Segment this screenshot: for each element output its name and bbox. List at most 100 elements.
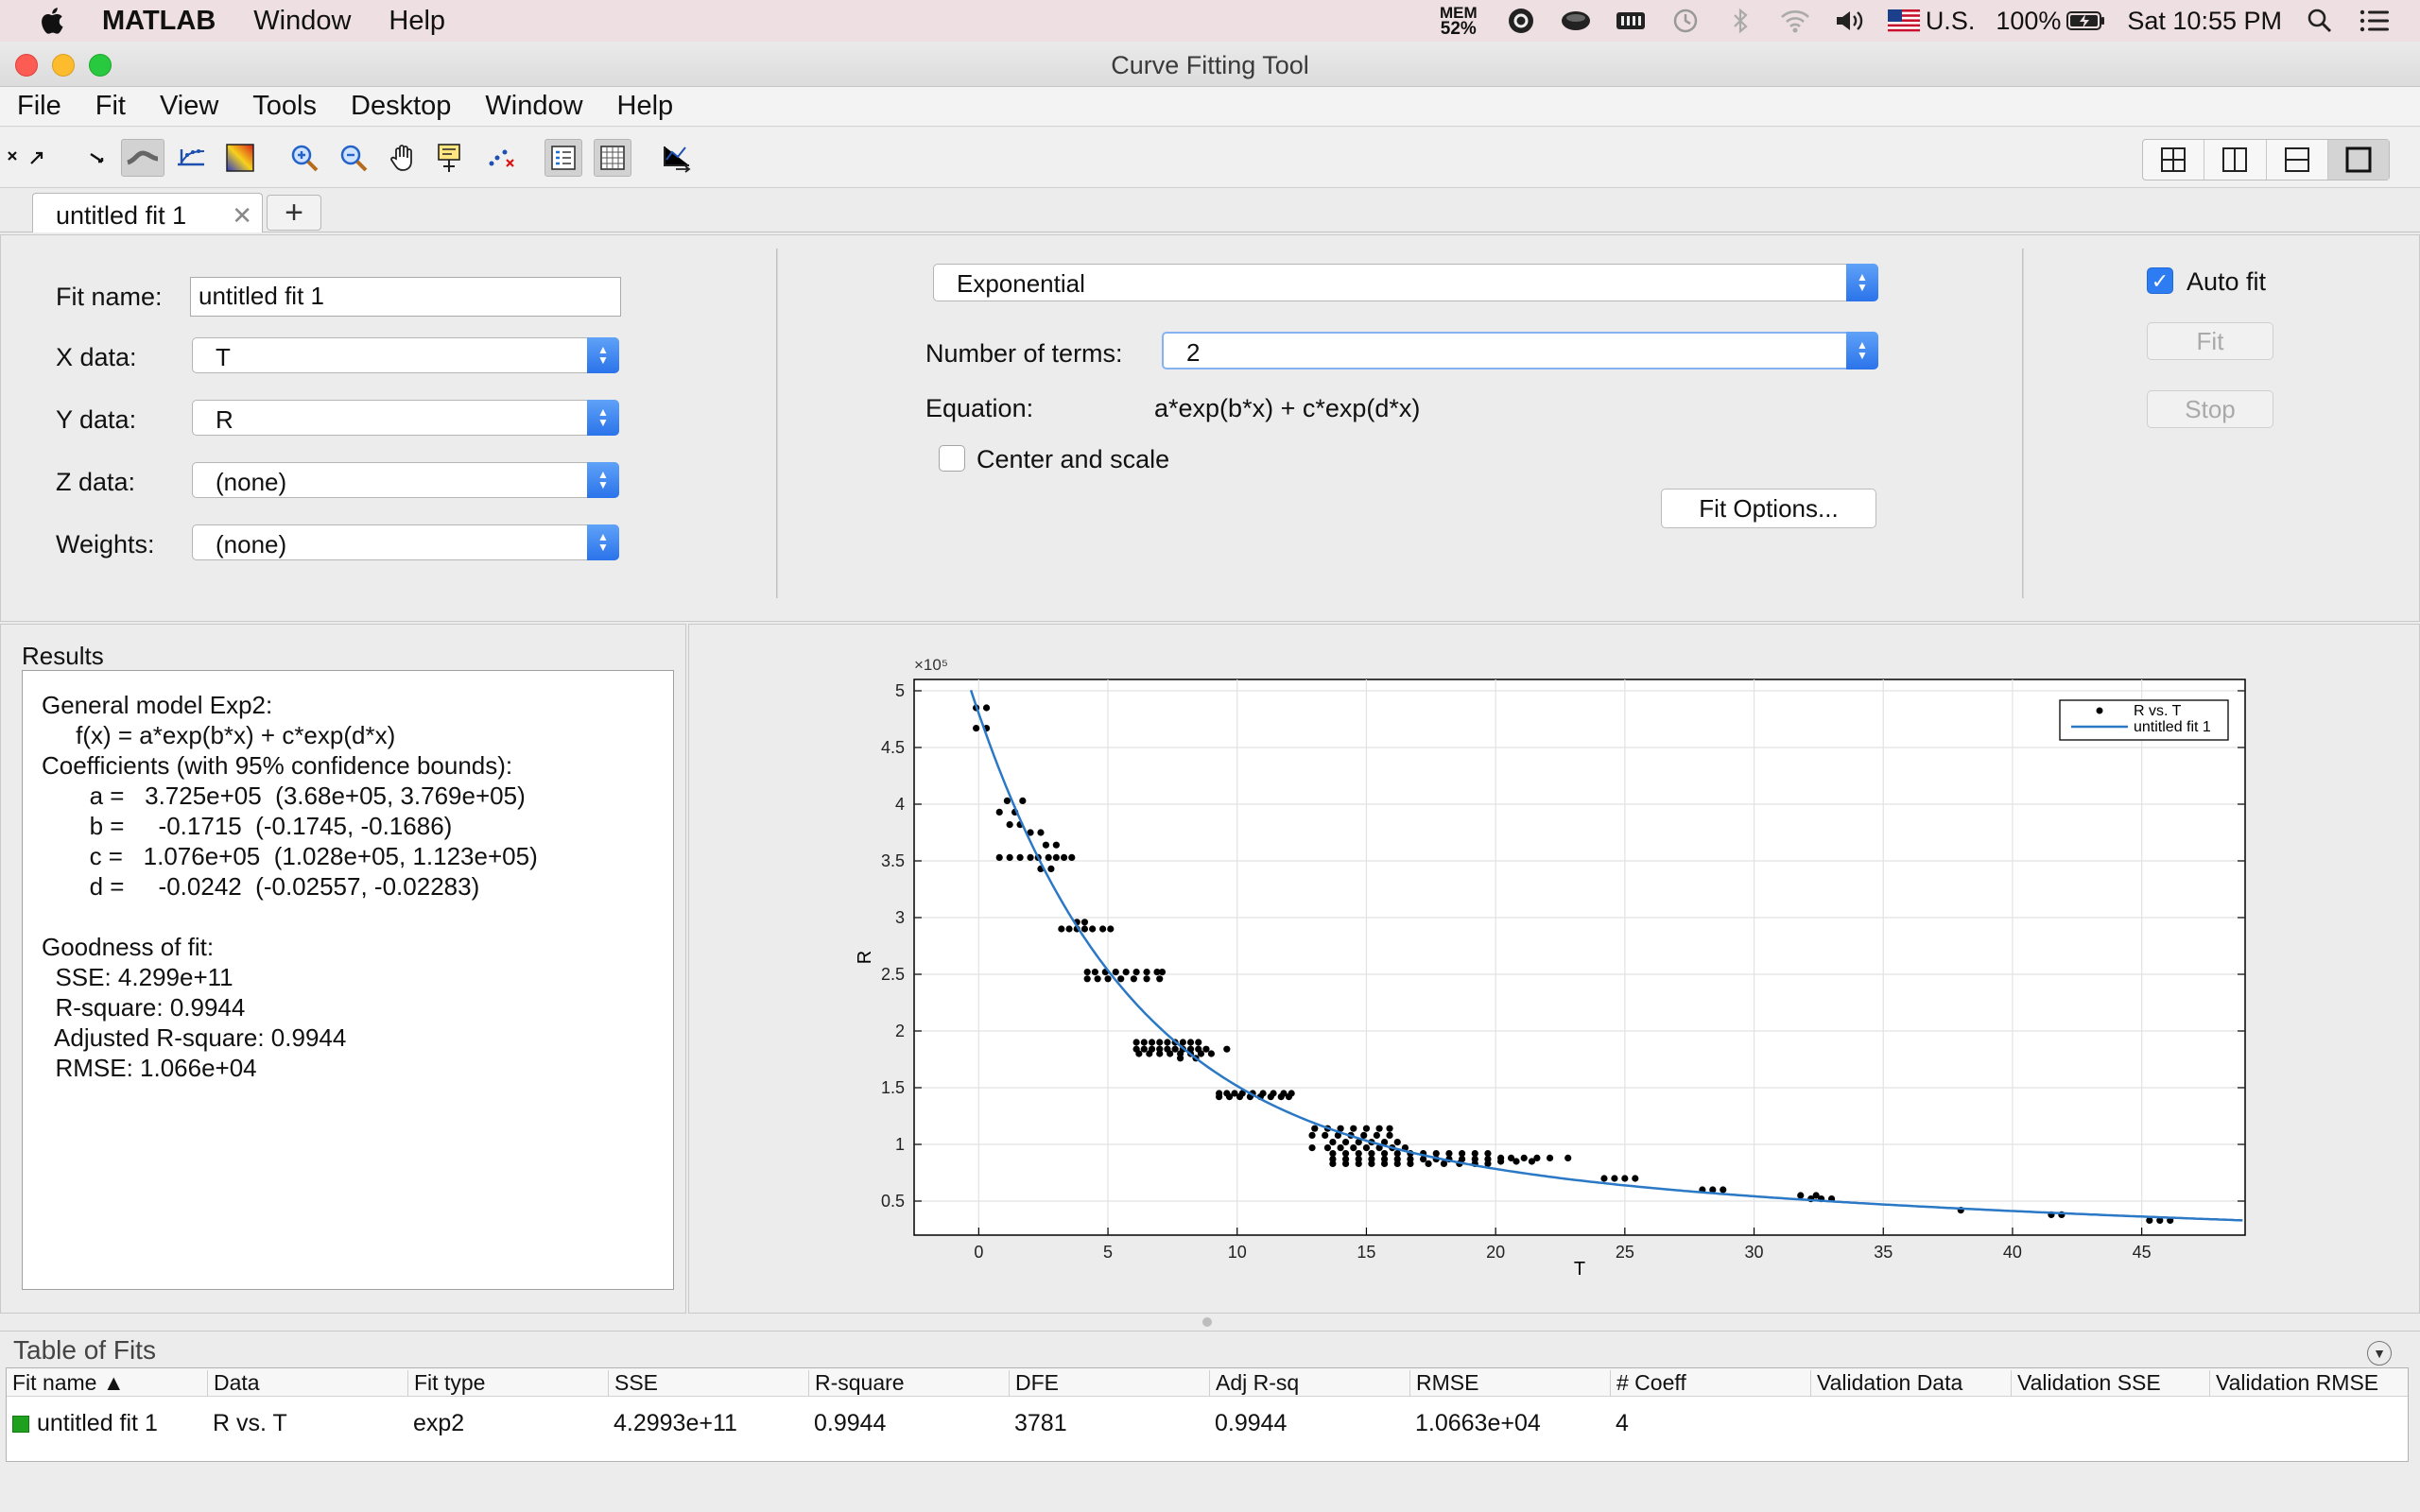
menu-view[interactable]: View xyxy=(159,91,219,121)
status-area: MEM 52% U.S. 100% Sat 10:55 PM xyxy=(1434,0,2420,42)
exclude-outliers-icon[interactable] xyxy=(79,139,117,177)
zoom-in-icon[interactable] xyxy=(285,139,323,177)
mac-menubar: MATLAB Window Help MEM 52% U.S. 100% Sat … xyxy=(0,0,2420,42)
fit-color-swatch xyxy=(12,1416,29,1433)
col-validation-sse[interactable]: Validation SSE xyxy=(2011,1370,2161,1397)
pan-hand-icon[interactable] xyxy=(384,139,422,177)
layout-single-icon[interactable] xyxy=(2327,140,2389,180)
col-sse[interactable]: SSE xyxy=(608,1370,658,1397)
fit-name-input[interactable]: untitled fit 1 xyxy=(190,277,621,317)
col-data[interactable]: Data xyxy=(207,1370,260,1397)
notification-center-icon[interactable] xyxy=(2358,7,2392,35)
menu-help[interactable]: Help xyxy=(616,91,674,121)
mac-menu-help[interactable]: Help xyxy=(389,5,446,36)
input-source-menu[interactable]: U.S. xyxy=(1887,7,1975,36)
data-point xyxy=(1083,975,1091,983)
col-dfe[interactable]: DFE xyxy=(1009,1370,1059,1397)
fit-plot[interactable]: 0 5 10 15 20 25 30 35 40 45 0.511.522.533.544.55 … xyxy=(689,625,2419,1313)
fit-button[interactable]: Fit xyxy=(2147,322,2273,360)
data-point xyxy=(1720,1186,1727,1194)
legend-entry-fit: untitled fit 1 xyxy=(2134,719,2211,735)
chevron-updown-icon: ▲ ▼ xyxy=(587,337,619,373)
data-point xyxy=(1143,969,1150,976)
zoom-out-icon[interactable] xyxy=(335,139,372,177)
window-minimize-button[interactable] xyxy=(52,54,75,77)
add-tab-button[interactable]: + xyxy=(267,195,321,231)
data-point xyxy=(1153,969,1161,976)
menu-fit[interactable]: Fit xyxy=(95,91,126,121)
center-scale-checkbox[interactable] xyxy=(939,445,965,472)
mac-menu-window[interactable]: Window xyxy=(253,5,352,36)
undock-close-icon[interactable] xyxy=(4,139,28,177)
prediction-bounds-icon[interactable] xyxy=(172,139,210,177)
exclude-points-icon[interactable] xyxy=(482,139,520,177)
window-zoom-button[interactable] xyxy=(89,54,112,77)
spotlight-search-icon[interactable] xyxy=(2303,7,2337,35)
undock-arrow-icon[interactable] xyxy=(25,139,49,177)
axes-limits-icon[interactable] xyxy=(658,139,696,177)
circle-app-icon[interactable] xyxy=(1504,7,1538,35)
col-validation-rmse[interactable]: Validation RMSE xyxy=(2209,1370,2378,1397)
data-point xyxy=(1068,853,1076,861)
x-data-select[interactable]: T ▲ ▼ xyxy=(192,337,619,373)
data-cursor-icon[interactable] xyxy=(433,139,471,177)
data-point xyxy=(1037,829,1045,836)
fit-type-select[interactable]: Exponential ▲ ▼ xyxy=(933,264,1878,301)
weights-select[interactable]: (none) ▲ ▼ xyxy=(192,524,619,560)
mem-value: 52% xyxy=(1440,19,1477,39)
time-machine-icon[interactable] xyxy=(1668,7,1703,35)
window-close-button[interactable] xyxy=(15,54,38,77)
layout-columns-icon[interactable] xyxy=(2204,140,2267,180)
results-title: Results xyxy=(22,642,104,670)
memory-status[interactable]: MEM 52% xyxy=(1434,5,1483,39)
memory-chip-icon[interactable] xyxy=(1614,7,1648,35)
legend-toggle-icon[interactable] xyxy=(544,139,582,177)
battery-status[interactable]: 100% xyxy=(1996,7,2106,36)
bluetooth-icon[interactable] xyxy=(1723,7,1757,35)
app-menu-matlab[interactable]: MATLAB xyxy=(102,5,216,36)
z-data-select[interactable]: (none) ▲ ▼ xyxy=(192,462,619,498)
wifi-icon[interactable] xyxy=(1778,7,1812,35)
tab-untitled-fit-1[interactable]: untitled fit 1 ✕ xyxy=(32,193,263,232)
data-point xyxy=(1322,1131,1329,1139)
panel-resize-handle[interactable] xyxy=(0,1314,2420,1331)
volume-icon[interactable] xyxy=(1833,7,1867,35)
menu-file[interactable]: File xyxy=(17,91,61,121)
num-terms-select[interactable]: 2 ▲ ▼ xyxy=(1162,332,1878,369)
center-scale-label: Center and scale xyxy=(977,445,1170,473)
auto-fit-checkbox[interactable]: ✓ xyxy=(2147,267,2173,294)
grid-toggle-icon[interactable] xyxy=(594,139,631,177)
col-num-coeff[interactable]: # Coeff xyxy=(1610,1370,1686,1397)
clock[interactable]: Sat 10:55 PM xyxy=(2127,6,2282,35)
layout-quad-icon[interactable] xyxy=(2143,140,2205,180)
collapse-chevron-icon[interactable]: ▼ xyxy=(2367,1341,2392,1366)
tab-label: untitled fit 1 xyxy=(56,201,187,230)
col-fit-name[interactable]: Fit name ▲ xyxy=(12,1370,125,1395)
cell-data: R vs. T xyxy=(213,1410,287,1436)
data-point xyxy=(1380,1160,1389,1167)
col-fit-type[interactable]: Fit type xyxy=(407,1370,485,1397)
stop-button[interactable]: Stop xyxy=(2147,390,2273,428)
layout-rows-icon[interactable] xyxy=(2267,140,2328,180)
y-data-select[interactable]: R ▲ ▼ xyxy=(192,400,619,436)
cell-dfe: 3781 xyxy=(1014,1410,1067,1436)
menu-window[interactable]: Window xyxy=(485,91,583,121)
data-point xyxy=(1425,1160,1432,1167)
col-r-square[interactable]: R-square xyxy=(808,1370,905,1397)
colormap-icon[interactable] xyxy=(221,139,259,177)
col-rmse[interactable]: RMSE xyxy=(1409,1370,1478,1397)
x-tick-label: 20 xyxy=(1486,1243,1505,1262)
col-adj-r-sq[interactable]: Adj R-sq xyxy=(1209,1370,1299,1397)
fit-options-button[interactable]: Fit Options... xyxy=(1661,489,1876,528)
layout-buttons xyxy=(2142,139,2390,180)
exclude-by-rule-icon[interactable] xyxy=(121,139,164,177)
chevron-updown-icon: ▲ ▼ xyxy=(1846,264,1878,301)
tab-close-icon[interactable]: ✕ xyxy=(232,201,252,230)
menu-tools[interactable]: Tools xyxy=(252,91,317,121)
coffee-icon[interactable] xyxy=(1559,7,1593,35)
col-validation-data[interactable]: Validation Data xyxy=(1810,1370,1962,1397)
menu-desktop[interactable]: Desktop xyxy=(351,91,452,121)
apple-icon[interactable] xyxy=(36,4,70,38)
data-point xyxy=(1484,1150,1492,1158)
num-terms-label: Number of terms: xyxy=(925,339,1123,368)
